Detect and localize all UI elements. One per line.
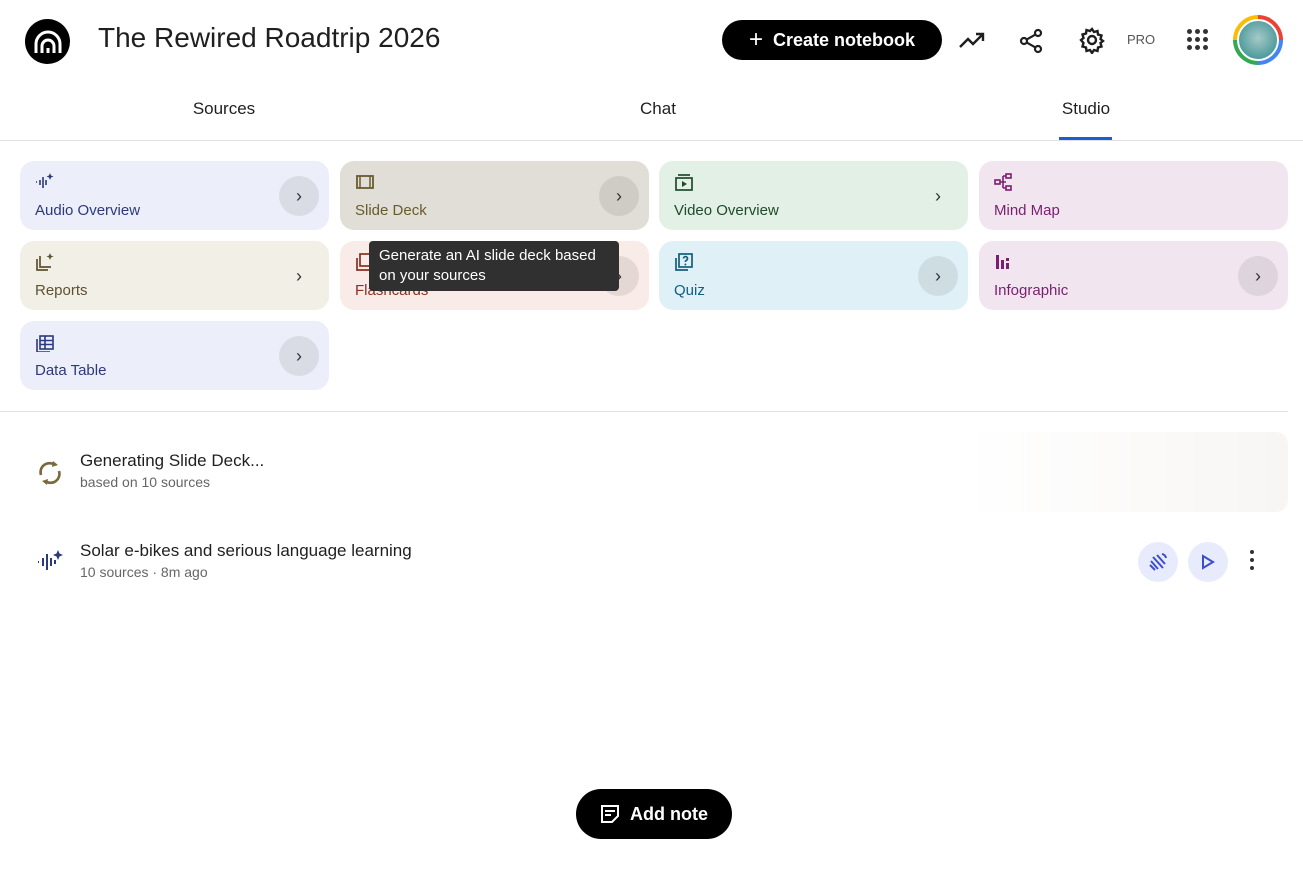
audio-waveform-sparkle-icon: [36, 548, 64, 581]
card-label: Audio Overview: [35, 202, 141, 219]
studio-card-video-overview[interactable]: Video Overview ›: [659, 161, 968, 230]
loading-shimmer: [965, 432, 1288, 512]
studio-card-quiz[interactable]: Quiz ›: [659, 241, 968, 310]
plus-icon: +: [748, 26, 763, 53]
tab-studio[interactable]: Studio: [1061, 99, 1111, 118]
notebooklm-logo[interactable]: [25, 19, 70, 64]
slides-icon: [356, 175, 374, 189]
section-divider: [0, 411, 1288, 412]
chevron-right-icon[interactable]: ›: [279, 336, 319, 376]
chevron-right-icon[interactable]: ›: [1238, 256, 1278, 296]
item-subtitle: based on 10 sources: [80, 474, 210, 490]
chevron-right-icon[interactable]: ›: [935, 185, 941, 206]
add-note-button[interactable]: Add note: [576, 789, 732, 839]
studio-card-reports[interactable]: Reports ›: [20, 241, 329, 310]
mind-map-icon: [994, 173, 1012, 191]
hand-wave-icon: [1149, 553, 1167, 571]
tab-divider: [0, 140, 1303, 141]
studio-card-mind-map[interactable]: Mind Map: [979, 161, 1288, 230]
avatar-image: [1237, 19, 1279, 61]
card-label: Mind Map: [994, 202, 1060, 219]
card-label: Video Overview: [674, 202, 779, 219]
interactive-mode-button[interactable]: [1138, 542, 1178, 582]
card-label: Reports: [35, 282, 88, 299]
studio-card-infographic[interactable]: Infographic ›: [979, 241, 1288, 310]
create-notebook-button[interactable]: + Create notebook: [722, 20, 942, 60]
analytics-icon[interactable]: [955, 25, 989, 55]
slide-deck-tooltip: Generate an AI slide deck based on your …: [369, 241, 619, 291]
more-options-icon[interactable]: [1244, 548, 1260, 572]
share-icon[interactable]: [1015, 25, 1047, 57]
play-button[interactable]: [1188, 542, 1228, 582]
chevron-right-icon[interactable]: ›: [296, 265, 302, 286]
table-icon: [36, 335, 54, 352]
report-sparkle-icon: [36, 253, 54, 271]
add-note-label: Add note: [630, 803, 708, 824]
account-avatar[interactable]: [1233, 15, 1283, 65]
settings-gear-icon[interactable]: [1076, 24, 1108, 56]
studio-card-data-table[interactable]: Data Table ›: [20, 321, 329, 390]
infographic-icon: [996, 255, 1009, 269]
tab-sources[interactable]: Sources: [192, 99, 256, 118]
chevron-right-icon[interactable]: ›: [918, 256, 958, 296]
sync-icon: [36, 458, 64, 493]
card-label: Infographic: [994, 282, 1069, 299]
logo-icon: [34, 30, 61, 53]
card-label: Data Table: [35, 362, 107, 379]
studio-card-audio-overview[interactable]: Audio Overview ›: [20, 161, 329, 230]
item-title: Solar e-bikes and serious language learn…: [80, 541, 412, 560]
item-subtitle: 10 sources · 8m ago: [80, 564, 208, 580]
chevron-right-icon[interactable]: ›: [599, 176, 639, 216]
audio-waveform-sparkle-icon: [36, 173, 54, 188]
note-icon: [601, 805, 619, 823]
audio-overview-item[interactable]: Solar e-bikes and serious language learn…: [80, 541, 412, 580]
video-icon: [675, 174, 693, 191]
pro-badge: PRO: [1127, 32, 1156, 47]
card-label: Slide Deck: [355, 202, 427, 219]
tab-chat[interactable]: Chat: [640, 99, 676, 118]
create-notebook-label: Create notebook: [772, 29, 916, 50]
play-icon: [1202, 554, 1215, 570]
apps-grid-icon[interactable]: [1187, 29, 1209, 51]
chevron-right-icon[interactable]: ›: [279, 176, 319, 216]
notebook-title[interactable]: The Rewired Roadtrip 2026: [98, 22, 441, 53]
active-tab-indicator: [1059, 137, 1112, 140]
generating-item: Generating Slide Deck... based on 10 sou…: [80, 451, 264, 490]
item-title: Generating Slide Deck...: [80, 451, 265, 470]
card-label: Quiz: [674, 282, 705, 299]
quiz-icon: [675, 253, 693, 271]
studio-card-slide-deck[interactable]: Slide Deck ›: [340, 161, 649, 230]
